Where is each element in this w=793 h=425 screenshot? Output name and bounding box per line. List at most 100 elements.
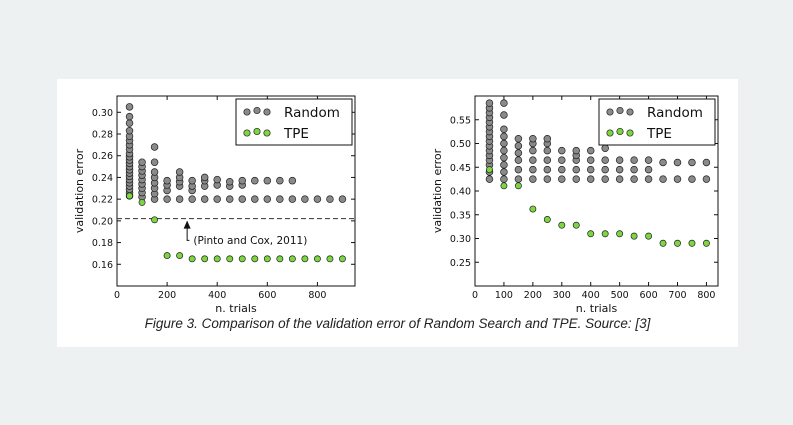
random-point — [529, 165, 537, 174]
random-point — [301, 195, 309, 203]
chart-0-svg: 0 200 400 600 800 0.16 0.18 0.20 0.22 0.24 0.26 0.2… — [73, 95, 356, 315]
random-point — [558, 165, 566, 174]
legend-marker — [243, 108, 251, 116]
random-point — [543, 146, 552, 155]
tpe-point — [659, 239, 667, 247]
y-tick-label: 0.45 — [450, 163, 471, 174]
random-point — [702, 175, 711, 183]
right-chart: 0 100 200 300 400 500 600 700 800 0.25 0.30 0.35 0.4… — [417, 79, 738, 315]
random-point — [529, 146, 537, 155]
random-point — [485, 99, 494, 107]
random-point — [514, 165, 523, 174]
y-tick-label: 0.30 — [450, 234, 471, 245]
random-point — [529, 134, 537, 143]
legend-label-random: Random — [647, 105, 703, 121]
y-tick-label: 0.30 — [92, 108, 113, 119]
random-point — [514, 134, 523, 143]
figure-caption: Figure 3. Comparison of the validation e… — [144, 316, 651, 331]
figure-card: 0 200 400 600 800 0.16 0.18 0.20 0.22 0.24 0.26 0.2… — [57, 79, 738, 347]
tpe-point — [326, 255, 334, 263]
annotation-arrowhead — [183, 220, 191, 229]
random-point — [673, 175, 682, 183]
tpe-point — [587, 230, 595, 238]
tpe-point — [226, 255, 234, 263]
random-point — [200, 195, 209, 203]
random-point — [500, 175, 508, 183]
legend-marker — [263, 108, 271, 116]
random-point — [313, 195, 322, 203]
tpe-point — [301, 255, 309, 263]
tpe-point — [543, 216, 551, 223]
x-axis-label: n. trials — [215, 302, 257, 314]
y-tick-label: 0.26 — [92, 151, 113, 162]
legend-marker — [243, 129, 251, 137]
random-point — [150, 143, 159, 151]
random-point — [673, 158, 682, 167]
random-point — [644, 156, 653, 164]
random-point — [238, 195, 247, 203]
random-point — [500, 132, 508, 141]
legend-label-random: Random — [284, 105, 340, 121]
random-point — [163, 195, 171, 203]
random-point — [276, 195, 284, 203]
tpe-point — [238, 255, 246, 263]
random-point — [238, 176, 247, 185]
random-point — [175, 195, 184, 203]
x-axis-label: n. trials — [576, 302, 618, 314]
random-point — [500, 146, 508, 155]
random-point — [543, 175, 552, 183]
random-point — [500, 125, 508, 133]
random-point — [572, 165, 581, 174]
random-point — [251, 195, 259, 203]
legend-label-tpe: TPE — [646, 126, 672, 142]
x-tick-label: 600 — [640, 290, 658, 301]
x-tick-label: 100 — [495, 290, 513, 301]
random-point — [586, 156, 595, 164]
random-point — [615, 156, 624, 164]
x-tick-label: 0 — [114, 290, 120, 301]
random-point — [558, 156, 566, 164]
random-point — [150, 158, 159, 166]
x-tick-label: 400 — [208, 290, 226, 301]
random-point — [500, 99, 508, 107]
random-point — [263, 195, 272, 203]
random-point — [659, 158, 667, 167]
tpe-point — [702, 239, 710, 247]
left-chart: 0 200 400 600 800 0.16 0.18 0.20 0.22 0.24 0.26 0.2… — [57, 79, 367, 315]
tpe-point — [263, 255, 271, 263]
legend-box — [598, 98, 716, 146]
random-point — [251, 176, 259, 185]
legend-marker — [616, 127, 624, 136]
y-tick-label: 0.35 — [450, 210, 471, 221]
random-point — [644, 165, 653, 174]
random-point — [514, 175, 523, 183]
x-tick-label: 600 — [258, 290, 276, 301]
annotation-label: (Pinto and Cox, 2011) — [193, 235, 307, 247]
random-point — [514, 156, 523, 164]
legend-marker — [263, 129, 271, 137]
y-tick-label: 0.20 — [92, 216, 113, 227]
y-tick-label: 0.22 — [92, 195, 113, 206]
tpe-point — [514, 182, 522, 190]
random-point — [702, 158, 711, 167]
random-point — [514, 142, 523, 150]
random-point — [188, 176, 196, 185]
legend-marker — [616, 106, 624, 115]
chart-1-svg: 0 100 200 300 400 500 600 700 800 0.25 0.30 0.35 0.4… — [431, 95, 719, 315]
random-point — [529, 156, 537, 164]
y-tick-label: 0.55 — [450, 115, 471, 126]
random-point — [175, 168, 184, 176]
y-tick-label: 0.28 — [92, 130, 113, 141]
tpe-point — [558, 221, 566, 229]
tpe-point — [339, 255, 346, 263]
random-point — [586, 175, 595, 183]
tpe-point — [126, 192, 133, 200]
legend-marker — [606, 129, 614, 137]
random-point — [263, 176, 272, 185]
random-point — [615, 175, 624, 183]
random-point — [200, 173, 209, 182]
random-point — [500, 168, 508, 176]
random-point — [338, 195, 347, 203]
random-point — [125, 103, 134, 111]
legend-label-tpe: TPE — [283, 126, 309, 142]
